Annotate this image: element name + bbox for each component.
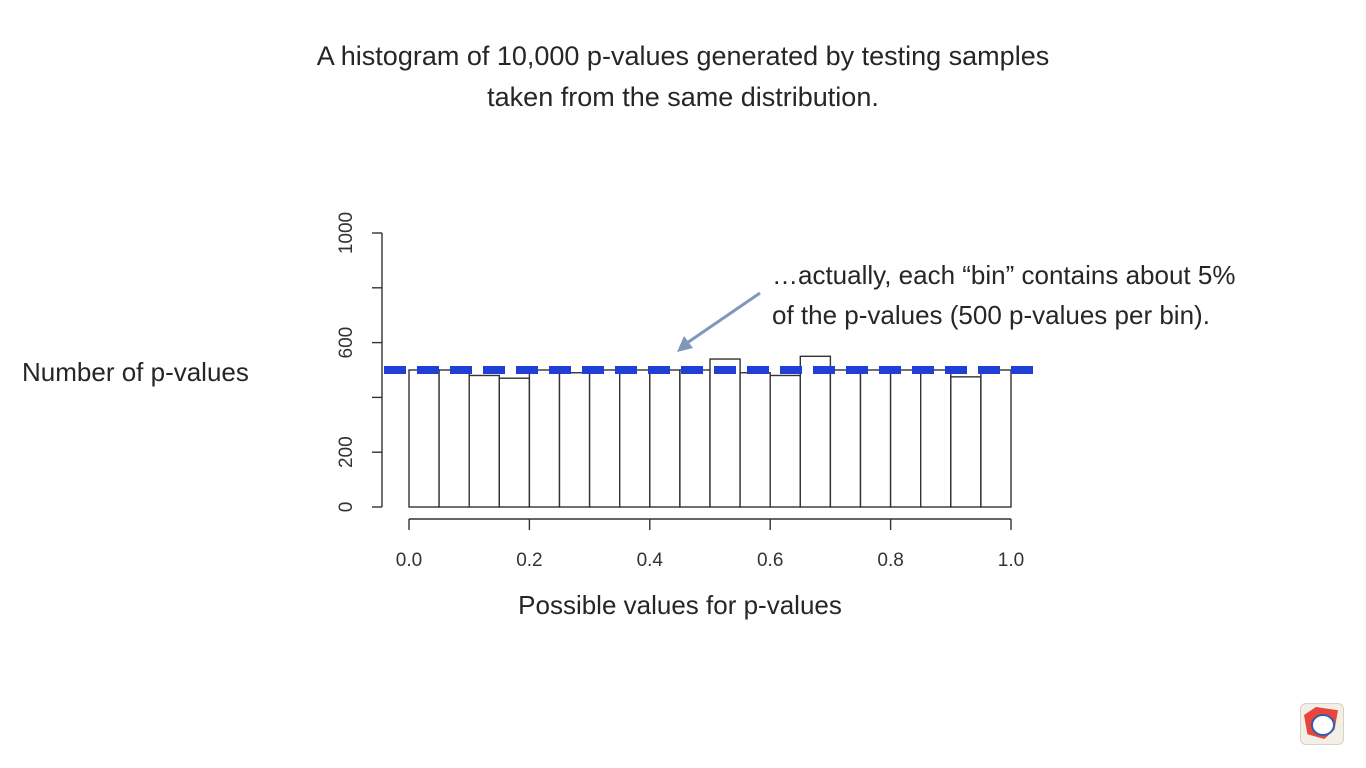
histogram-bar: [619, 369, 651, 508]
histogram-bar: [889, 369, 922, 508]
histogram-bar: [438, 369, 470, 508]
histogram-bar: [649, 369, 681, 508]
title-line-1: A histogram of 10,000 p-values generated…: [316, 41, 1050, 71]
x-tick-label: 1.0: [998, 550, 1024, 571]
title-line-2: taken from the same distribution.: [487, 82, 879, 112]
x-axis-label: Possible values for p-values: [0, 590, 1366, 621]
histogram-bar: [528, 369, 561, 508]
histogram-bar: [739, 372, 771, 508]
histogram-bar: [920, 369, 952, 508]
annotation-arrowhead: [677, 336, 693, 352]
histogram-bar: [468, 374, 501, 508]
histogram-bar: [829, 369, 862, 508]
logo-dot: [1311, 714, 1335, 736]
chart-title: A histogram of 10,000 p-values generated…: [0, 36, 1366, 118]
y-tick-label: 1000: [336, 212, 357, 254]
x-tick-label: 0.8: [877, 550, 903, 571]
y-tick-label: 0: [336, 502, 357, 513]
annotation-line-1: …actually, each “bin” contains about 5%: [772, 260, 1236, 290]
x-tick-label: 0.6: [757, 550, 783, 571]
y-tick-label: 200: [336, 436, 357, 468]
annotation-line-2: of the p-values (500 p-values per bin).: [772, 300, 1210, 330]
annotation: …actually, each “bin” contains about 5% …: [772, 255, 1235, 335]
x-tick-label: 0.0: [396, 550, 422, 571]
histogram-bar: [408, 369, 440, 508]
histogram-bar: [859, 369, 892, 508]
histogram-bar: [709, 358, 741, 508]
histogram-bar: [799, 355, 832, 508]
x-tick-label: 0.2: [516, 550, 542, 571]
annotation-arrow: [683, 291, 761, 347]
y-tick-label: 600: [336, 327, 357, 359]
x-tick-label: 0.4: [637, 550, 664, 571]
histogram-bar: [980, 369, 1012, 508]
histogram-bar: [769, 374, 802, 508]
histogram-bar: [950, 376, 982, 508]
x-axis-label-text: Possible values for p-values: [518, 590, 842, 620]
channel-logo: [1300, 703, 1344, 745]
histogram-bar: [498, 377, 531, 508]
histogram-bar: [679, 369, 711, 508]
histogram-bar: [588, 369, 621, 508]
y-axis-label: Number of p-values: [22, 357, 249, 387]
histogram-bar: [558, 372, 591, 508]
